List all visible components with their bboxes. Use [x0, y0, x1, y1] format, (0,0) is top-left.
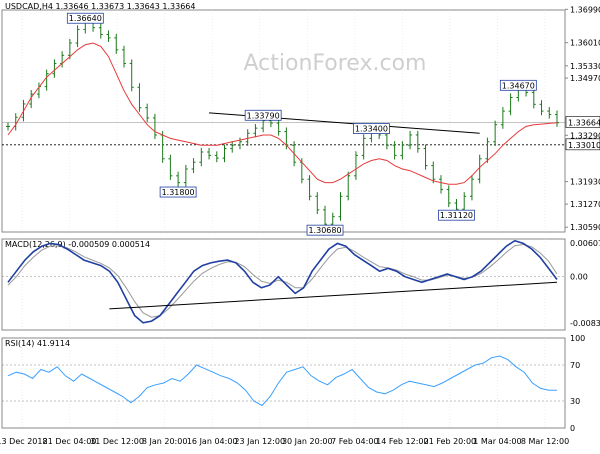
support-price-label: 1.33010 [568, 141, 600, 150]
price-annotation-label: 1.31120 [440, 211, 473, 220]
price-annotation-box [353, 123, 390, 134]
price-annotation-label: 1.33790 [247, 111, 280, 120]
y-tick-label: 1.35330 [570, 62, 600, 71]
current-price-label: 1.33664 [568, 119, 600, 128]
rsi-y-tick-label: 30 [570, 397, 580, 406]
x-tick-label: 1 Mar 04:00 [473, 437, 521, 446]
y-tick-label: 1.30590 [570, 223, 600, 232]
price-annotation-box [306, 224, 344, 236]
x-tick-label: 30 Jan 20:00 [282, 437, 333, 446]
y-tick-label: 1.34970 [570, 74, 600, 83]
y-tick-label: 1.31930 [570, 178, 600, 187]
rsi-line [7, 355, 558, 407]
moving-average-line [7, 42, 558, 185]
macd-trendline [109, 281, 558, 310]
x-tick-label: 7 Feb 04:00 [331, 437, 378, 446]
x-tick-label: 16 Jan 04:00 [187, 437, 238, 446]
macd-pane-frame [1, 238, 566, 331]
rsi-y-tick-label: 100 [570, 334, 585, 343]
price-annotation-box [438, 209, 475, 221]
price-annotation-label: 1.31800 [162, 188, 195, 197]
rsi-y-tick-label: 0 [570, 424, 575, 433]
y-tick-label: 1.36990 [570, 5, 600, 14]
current-price-box [565, 116, 600, 128]
price-annotation-box [499, 79, 537, 91]
macd-y-tick-label: 0.00607 [570, 239, 600, 248]
y-tick-label: 1.31270 [570, 200, 600, 209]
x-tick-label: 21 Feb 20:00 [424, 437, 476, 446]
x-tick-label: 8 Jan 20:00 [142, 437, 188, 446]
price-annotation-box [159, 186, 197, 198]
price-annotation-label: 1.36640 [69, 14, 102, 23]
price-annotation-box [244, 109, 282, 121]
y-tick-label: 1.33290 [570, 131, 600, 140]
rsi-y-tick-label: 70 [570, 361, 580, 370]
macd-title: MACD(12,26,9) -0.000509 0.000514 [5, 240, 150, 249]
rsi-title: RSI(14) 41.9114 [5, 339, 70, 348]
main-pane-frame [1, 9, 566, 233]
price-annotation-box [66, 12, 104, 24]
rsi-pane-frame [1, 337, 566, 429]
main-chart-title: USDCAD,H4 1.33646 1.33673 1.33643 1.3366… [5, 2, 195, 11]
x-tick-label: 8 Mar 12:00 [521, 437, 569, 446]
macd-y-tick-label: 0.00 [570, 273, 588, 282]
x-tick-label: 31 Dec 12:00 [90, 437, 144, 446]
x-tick-label: 13 Dec 2018 [0, 437, 48, 446]
price-annotation-label: 1.33400 [355, 125, 388, 134]
price-annotation-label: 1.30680 [308, 226, 341, 235]
y-tick-label: 1.36010 [570, 39, 600, 48]
x-tick-label: 21 Dec 04:00 [43, 437, 97, 446]
support-price-box [565, 138, 600, 151]
x-tick-label: 14 Feb 12:00 [376, 437, 428, 446]
price-annotation-label: 1.34670 [502, 81, 535, 90]
watermark-text: ActionForex.com [244, 51, 427, 76]
x-tick-label: 23 Jan 12:00 [234, 437, 285, 446]
macd-line [7, 239, 558, 324]
macd-y-tick-label: -0.008381 [570, 319, 600, 328]
